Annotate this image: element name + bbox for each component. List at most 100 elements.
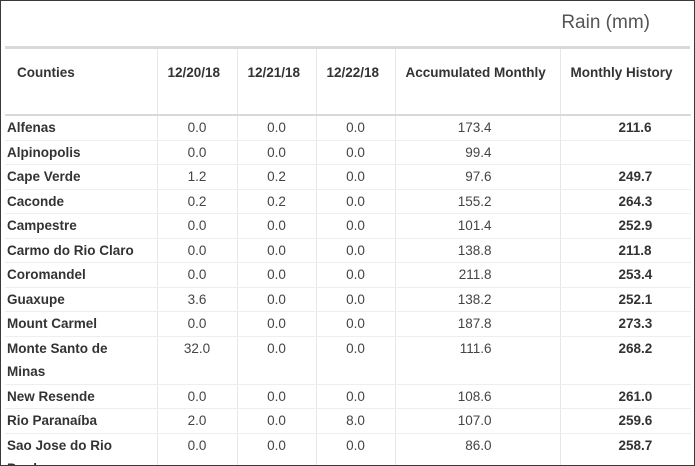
rain-day-3-cell: 0.0 — [316, 311, 396, 337]
rain-day-3-cell: 0.0 — [316, 140, 396, 165]
col-header-counties: Counties — [5, 49, 158, 116]
rain-day-2-cell: 0.0 — [237, 384, 317, 409]
county-cell: Campestre — [5, 213, 158, 239]
header-divider — [5, 46, 690, 49]
history-cell: 249.7 — [560, 164, 691, 190]
rain-day-3-cell: 8.0 — [316, 408, 396, 434]
rain-day-1-cell: 0.0 — [157, 115, 238, 141]
history-cell: 268.2 — [560, 336, 691, 385]
col-header-date-2: 12/21/18 — [237, 49, 317, 116]
rain-day-2-cell: 0.0 — [237, 336, 317, 385]
accumulated-cell: 138.8 — [395, 238, 561, 263]
col-header-accumulated: Accumulated Monthly — [395, 49, 561, 116]
rain-day-1-cell: 2.0 — [157, 408, 238, 434]
accumulated-cell: 99.4 — [395, 140, 561, 165]
rain-table: Counties 12/20/18 12/21/18 12/22/18 Accu… — [5, 49, 691, 465]
rain-day-3-cell: 0.0 — [316, 262, 396, 288]
accumulated-cell: 173.4 — [395, 115, 561, 141]
rain-day-1-cell: 0.0 — [157, 140, 238, 165]
county-cell: Monte Santo de Minas — [5, 336, 158, 385]
col-header-date-1: 12/20/18 — [157, 49, 238, 116]
table-row: Alfenas 0.0 0.0 0.0 173.4 211.6 — [5, 115, 691, 141]
rain-day-1-cell: 0.0 — [157, 238, 238, 263]
county-cell: Rio Paranaíba — [5, 408, 158, 434]
accumulated-cell: 107.0 — [395, 408, 561, 434]
table-row: Carmo do Rio Claro 0.0 0.0 0.0 138.8 211.8 — [5, 238, 691, 263]
rain-day-3-cell: 0.0 — [316, 238, 396, 263]
table-row: Monte Santo de Minas 32.0 0.0 0.0 111.6 268.2 — [5, 336, 691, 385]
rain-day-2-cell: 0.0 — [237, 238, 317, 263]
rain-day-3-cell: 0.0 — [316, 384, 396, 409]
rain-day-1-cell: 0.0 — [157, 433, 238, 465]
accumulated-cell: 155.2 — [395, 189, 561, 214]
table-row: Alpinopolis 0.0 0.0 0.0 99.4 — [5, 140, 691, 165]
rain-day-2-cell: 0.0 — [237, 433, 317, 465]
rain-day-3-cell: 0.0 — [316, 336, 396, 385]
rain-day-1-cell: 0.0 — [157, 213, 238, 239]
table-row: Mount Carmel 0.0 0.0 0.0 187.8 273.3 — [5, 311, 691, 337]
county-cell: Sao Jose do Rio Pardo — [5, 433, 158, 465]
rain-day-3-cell: 0.0 — [316, 189, 396, 214]
rain-day-2-cell: 0.0 — [237, 262, 317, 288]
table-row: New Resende 0.0 0.0 0.0 108.6 261.0 — [5, 384, 691, 409]
accumulated-cell: 111.6 — [395, 336, 561, 385]
rain-day-1-cell: 32.0 — [157, 336, 238, 385]
table-caption: Rain (mm) — [561, 12, 650, 33]
rain-day-3-cell: 0.0 — [316, 164, 396, 190]
accumulated-cell: 211.8 — [395, 262, 561, 288]
accumulated-cell: 108.6 — [395, 384, 561, 409]
history-cell: 253.4 — [560, 262, 691, 288]
rain-day-2-cell: 0.0 — [237, 287, 317, 312]
rain-day-2-cell: 0.0 — [237, 311, 317, 337]
county-cell: Alpinopolis — [5, 140, 158, 165]
county-cell: Cape Verde — [5, 164, 158, 190]
accumulated-cell: 86.0 — [395, 433, 561, 465]
table-row: Coromandel 0.0 0.0 0.0 211.8 253.4 — [5, 262, 691, 288]
rain-day-1-cell: 0.0 — [157, 262, 238, 288]
accumulated-cell: 101.4 — [395, 213, 561, 239]
rain-day-2-cell: 0.0 — [237, 115, 317, 141]
rain-day-2-cell: 0.0 — [237, 140, 317, 165]
rain-day-1-cell: 0.0 — [157, 311, 238, 337]
history-cell: 252.1 — [560, 287, 691, 312]
county-cell: New Resende — [5, 384, 158, 409]
col-header-history: Monthly History — [560, 49, 691, 116]
table-row: Cape Verde 1.2 0.2 0.0 97.6 249.7 — [5, 164, 691, 190]
table-row: Guaxupe 3.6 0.0 0.0 138.2 252.1 — [5, 287, 691, 312]
history-cell: 264.3 — [560, 189, 691, 214]
county-cell: Carmo do Rio Claro — [5, 238, 158, 263]
history-cell: 252.9 — [560, 213, 691, 239]
rain-day-2-cell: 0.2 — [237, 189, 317, 214]
history-cell: 273.3 — [560, 311, 691, 337]
rain-day-1-cell: 3.6 — [157, 287, 238, 312]
rain-day-3-cell: 0.0 — [316, 287, 396, 312]
accumulated-cell: 138.2 — [395, 287, 561, 312]
rain-day-2-cell: 0.0 — [237, 213, 317, 239]
county-cell: Mount Carmel — [5, 311, 158, 337]
col-header-date-3: 12/22/18 — [316, 49, 396, 116]
county-cell: Caconde — [5, 189, 158, 214]
accumulated-cell: 187.8 — [395, 311, 561, 337]
table-header-row: Counties 12/20/18 12/21/18 12/22/18 Accu… — [5, 49, 691, 116]
county-cell: Alfenas — [5, 115, 158, 141]
accumulated-cell: 97.6 — [395, 164, 561, 190]
rain-day-2-cell: 0.2 — [237, 164, 317, 190]
county-cell: Guaxupe — [5, 287, 158, 312]
history-cell: 211.6 — [560, 115, 691, 141]
history-cell: 259.6 — [560, 408, 691, 434]
rain-day-3-cell: 0.0 — [316, 213, 396, 239]
table-row: Caconde 0.2 0.2 0.0 155.2 264.3 — [5, 189, 691, 214]
table-row: Campestre 0.0 0.0 0.0 101.4 252.9 — [5, 213, 691, 239]
rain-day-2-cell: 0.0 — [237, 408, 317, 434]
rain-day-1-cell: 1.2 — [157, 164, 238, 190]
rain-day-3-cell: 0.0 — [316, 115, 396, 141]
rain-day-1-cell: 0.0 — [157, 384, 238, 409]
rain-day-1-cell: 0.2 — [157, 189, 238, 214]
history-cell — [560, 140, 691, 165]
history-cell: 261.0 — [560, 384, 691, 409]
history-cell: 258.7 — [560, 433, 691, 465]
county-cell: Coromandel — [5, 262, 158, 288]
rain-day-3-cell: 0.0 — [316, 433, 396, 465]
